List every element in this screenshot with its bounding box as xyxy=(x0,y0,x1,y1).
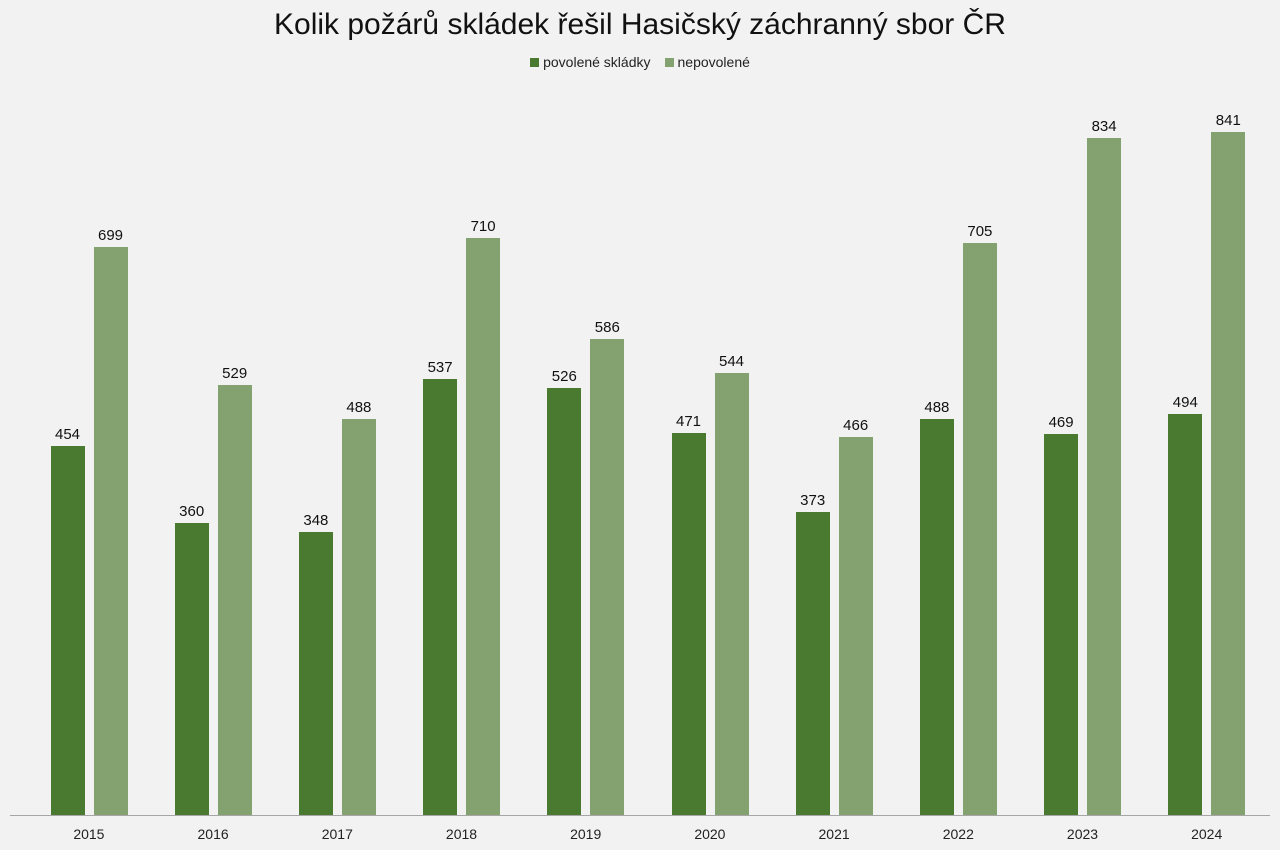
bar-povolene-2022 xyxy=(919,418,954,815)
bar-nepovolene-2018 xyxy=(466,238,501,815)
x-tick-label: 2020 xyxy=(694,826,726,842)
data-label: 526 xyxy=(551,367,577,385)
bar-povolene-2018 xyxy=(423,378,458,815)
data-label: 373 xyxy=(800,492,826,510)
x-tick-label: 2019 xyxy=(570,826,602,842)
data-label: 529 xyxy=(222,365,248,383)
bar-nepovolene-2016 xyxy=(217,385,252,815)
x-axis-line xyxy=(10,815,1270,816)
x-axis-labels: 2015 2016 2017 2018 2019 2020 2021 2022 2023 2024 xyxy=(10,826,1270,846)
bar-povolene-2024 xyxy=(1168,413,1203,815)
bar-povolene-2016 xyxy=(174,522,209,815)
x-tick-label: 2021 xyxy=(818,826,850,842)
legend: povolené skládky nepovolené xyxy=(0,54,1280,70)
chart-title: Kolik požárů skládek řešil Hasičský zách… xyxy=(274,8,1006,41)
bar-povolene-2019 xyxy=(547,387,582,815)
bar-nepovolene-2017 xyxy=(341,418,376,815)
legend-label-nepovolene: nepovolené xyxy=(677,54,750,70)
data-label: 537 xyxy=(427,358,453,376)
data-label: 710 xyxy=(470,218,496,236)
data-label: 488 xyxy=(924,398,950,416)
bar-nepovolene-2022 xyxy=(962,242,997,815)
legend-swatch-povolene xyxy=(530,57,540,67)
x-tick-label: 2018 xyxy=(445,826,478,842)
x-tick-label: 2015 xyxy=(73,826,105,842)
bar-povolene-2017 xyxy=(298,532,333,815)
bar-nepovolene-2021 xyxy=(838,436,873,815)
bar-nepovolene-2023 xyxy=(1087,137,1122,815)
data-label: 454 xyxy=(54,426,81,444)
data-label: 699 xyxy=(97,227,124,245)
data-label: 488 xyxy=(346,398,372,416)
data-label: 705 xyxy=(967,222,993,240)
x-tick-label: 2023 xyxy=(1066,826,1099,842)
data-label: 586 xyxy=(594,319,620,337)
legend-item-povolene: povolené skládky xyxy=(530,54,651,70)
data-label: 471 xyxy=(675,412,702,430)
bar-povolene-2020 xyxy=(671,432,706,815)
data-label: 469 xyxy=(1048,414,1074,432)
bar-nepovolene-2015 xyxy=(93,247,128,815)
data-label: 544 xyxy=(718,353,745,371)
bar-nepovolene-2019 xyxy=(590,339,625,815)
data-label: 360 xyxy=(179,502,205,520)
bar-povolene-2015 xyxy=(50,446,85,815)
bar-povolene-2021 xyxy=(795,512,830,815)
data-label: 841 xyxy=(1215,112,1241,130)
bar-nepovolene-2024 xyxy=(1211,132,1246,815)
x-tick-label: 2024 xyxy=(1191,826,1223,842)
legend-swatch-nepovolene xyxy=(664,57,674,67)
plot-area: 454 699 360 529 348 488 537 710 526 586 471 544 373 4… xyxy=(10,80,1270,815)
bar-nepovolene-2020 xyxy=(714,373,749,815)
legend-label-povolene: povolené skládky xyxy=(543,54,651,70)
data-label: 466 xyxy=(843,416,869,434)
x-tick-label: 2022 xyxy=(942,826,974,842)
data-label: 834 xyxy=(1091,117,1117,135)
data-label: 348 xyxy=(303,512,329,530)
data-label: 494 xyxy=(1172,393,1198,411)
bar-povolene-2023 xyxy=(1044,434,1079,815)
x-tick-label: 2016 xyxy=(197,826,229,842)
legend-item-nepovolene: nepovolené xyxy=(664,54,750,70)
x-tick-label: 2017 xyxy=(321,826,353,842)
